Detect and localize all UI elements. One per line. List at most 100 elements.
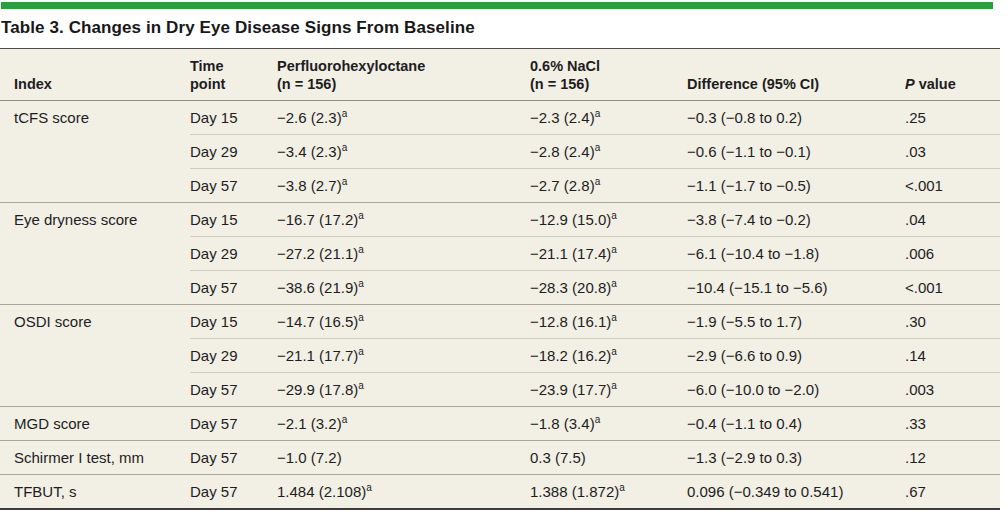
- cell-index: Eye dryness score: [0, 203, 190, 237]
- cell-nacl-value: −12.8 (16.1)a: [530, 305, 687, 339]
- cell-drug-value: −3.8 (2.7)a: [277, 169, 530, 203]
- footnote-marker: a: [342, 176, 348, 187]
- footnote-marker: a: [342, 108, 348, 119]
- cell-nacl-value: 1.388 (1.872)a: [530, 475, 687, 509]
- footnote-marker: a: [595, 176, 601, 187]
- page: Table 3. Changes in Dry Eye Disease Sign…: [0, 0, 1008, 524]
- cell-index: [0, 169, 190, 203]
- footnote-marker: a: [358, 312, 364, 323]
- cell-p-value: .33: [905, 407, 1000, 441]
- table-row: Day 57−38.6 (21.9)a−28.3 (20.8)a−10.4 (−…: [0, 271, 1000, 305]
- cell-index: MGD score: [0, 407, 190, 441]
- page-title: Table 3. Changes in Dry Eye Disease Sign…: [1, 18, 475, 38]
- cell-p-value: .30: [905, 305, 1000, 339]
- cell-drug-value: 1.484 (2.108)a: [277, 475, 530, 509]
- table-row: Day 57−3.8 (2.7)a−2.7 (2.8)a−1.1 (−1.7 t…: [0, 169, 1000, 203]
- cell-timepoint: Day 15: [190, 203, 277, 237]
- cell-timepoint: Day 29: [190, 237, 277, 271]
- cell-index: Schirmer I test, mm: [0, 441, 190, 475]
- footnote-marker: a: [358, 210, 364, 221]
- footnote-marker: a: [611, 312, 617, 323]
- cell-drug-value: −29.9 (17.8)a: [277, 373, 530, 407]
- cell-timepoint: Day 57: [190, 441, 277, 475]
- cell-p-value: <.001: [905, 169, 1000, 203]
- cell-difference: −0.4 (−1.1 to 0.4): [687, 407, 905, 441]
- cell-timepoint: Day 57: [190, 475, 277, 509]
- table-row: TFBUT, sDay 571.484 (2.108)a1.388 (1.872…: [0, 475, 1000, 509]
- cell-drug-value: −27.2 (21.1)a: [277, 237, 530, 271]
- cell-difference: 0.096 (−0.349 to 0.541): [687, 475, 905, 509]
- cell-nacl-value: −1.8 (3.4)a: [530, 407, 687, 441]
- cell-timepoint: Day 57: [190, 407, 277, 441]
- accent-bar: [1, 2, 993, 9]
- cell-timepoint: Day 57: [190, 271, 277, 305]
- cell-nacl-value: −12.9 (15.0)a: [530, 203, 687, 237]
- cell-difference: −1.3 (−2.9 to 0.3): [687, 441, 905, 475]
- col-header-pvalue: P value: [905, 49, 1000, 101]
- col-header-perfluorohexyloctane: Perfluorohexyloctane (n = 156): [277, 49, 530, 101]
- footnote-marker: a: [611, 380, 617, 391]
- cell-index: [0, 237, 190, 271]
- table-row: Day 29−3.4 (2.3)a−2.8 (2.4)a−0.6 (−1.1 t…: [0, 135, 1000, 169]
- cell-timepoint: Day 57: [190, 373, 277, 407]
- cell-timepoint: Day 57: [190, 169, 277, 203]
- table-row: MGD scoreDay 57−2.1 (3.2)a−1.8 (3.4)a−0.…: [0, 407, 1000, 441]
- footnote-marker: a: [595, 414, 601, 425]
- table-row: OSDI scoreDay 15−14.7 (16.5)a−12.8 (16.1…: [0, 305, 1000, 339]
- footnote-marker: a: [595, 142, 601, 153]
- cell-difference: −10.4 (−15.1 to −5.6): [687, 271, 905, 305]
- footnote-marker: a: [358, 380, 364, 391]
- cell-p-value: .12: [905, 441, 1000, 475]
- col-header-nacl: 0.6% NaCl (n = 156): [530, 49, 687, 101]
- cell-drug-value: −14.7 (16.5)a: [277, 305, 530, 339]
- cell-difference: −1.1 (−1.7 to −0.5): [687, 169, 905, 203]
- cell-timepoint: Day 29: [190, 339, 277, 373]
- col-header-difference: Difference (95% CI): [687, 49, 905, 101]
- cell-nacl-value: 0.3 (7.5): [530, 441, 687, 475]
- cell-p-value: .04: [905, 203, 1000, 237]
- footnote-marker: a: [611, 278, 617, 289]
- cell-nacl-value: −2.8 (2.4)a: [530, 135, 687, 169]
- footnote-marker: a: [342, 142, 348, 153]
- footnote-marker: a: [358, 346, 364, 357]
- cell-p-value: .003: [905, 373, 1000, 407]
- footnote-marker: a: [358, 244, 364, 255]
- cell-nacl-value: −23.9 (17.7)a: [530, 373, 687, 407]
- cell-index: [0, 135, 190, 169]
- cell-index: OSDI score: [0, 305, 190, 339]
- cell-difference: −0.6 (−1.1 to −0.1): [687, 135, 905, 169]
- cell-p-value: <.001: [905, 271, 1000, 305]
- cell-index: TFBUT, s: [0, 475, 190, 509]
- cell-timepoint: Day 15: [190, 305, 277, 339]
- cell-drug-value: −21.1 (17.7)a: [277, 339, 530, 373]
- footnote-marker: a: [611, 210, 617, 221]
- col-header-index: Index: [0, 49, 190, 101]
- cell-difference: −1.9 (−5.5 to 1.7): [687, 305, 905, 339]
- table-row: Day 57−29.9 (17.8)a−23.9 (17.7)a−6.0 (−1…: [0, 373, 1000, 407]
- col-header-timepoint: Time point: [190, 49, 277, 101]
- cell-p-value: .14: [905, 339, 1000, 373]
- cell-difference: −6.0 (−10.0 to −2.0): [687, 373, 905, 407]
- results-table: Index Time point Perfluorohexyloctane (n…: [0, 48, 1000, 510]
- cell-index: tCFS score: [0, 101, 190, 135]
- footnote-marker: a: [358, 278, 364, 289]
- cell-drug-value: −1.0 (7.2): [277, 441, 530, 475]
- cell-p-value: .67: [905, 475, 1000, 509]
- cell-drug-value: −38.6 (21.9)a: [277, 271, 530, 305]
- cell-drug-value: −16.7 (17.2)a: [277, 203, 530, 237]
- cell-index: [0, 339, 190, 373]
- table-row: tCFS scoreDay 15−2.6 (2.3)a−2.3 (2.4)a−0…: [0, 101, 1000, 135]
- cell-nacl-value: −2.3 (2.4)a: [530, 101, 687, 135]
- cell-drug-value: −2.1 (3.2)a: [277, 407, 530, 441]
- table-row: Day 29−27.2 (21.1)a−21.1 (17.4)a−6.1 (−1…: [0, 237, 1000, 271]
- cell-nacl-value: −21.1 (17.4)a: [530, 237, 687, 271]
- cell-nacl-value: −18.2 (16.2)a: [530, 339, 687, 373]
- footnote-marker: a: [611, 244, 617, 255]
- footnote-marker: a: [619, 482, 625, 493]
- table-body: tCFS scoreDay 15−2.6 (2.3)a−2.3 (2.4)a−0…: [0, 101, 1000, 509]
- cell-difference: −0.3 (−0.8 to 0.2): [687, 101, 905, 135]
- footnote-marker: a: [342, 414, 348, 425]
- cell-difference: −2.9 (−6.6 to 0.9): [687, 339, 905, 373]
- table-row: Day 29−21.1 (17.7)a−18.2 (16.2)a−2.9 (−6…: [0, 339, 1000, 373]
- table-header-row: Index Time point Perfluorohexyloctane (n…: [0, 49, 1000, 101]
